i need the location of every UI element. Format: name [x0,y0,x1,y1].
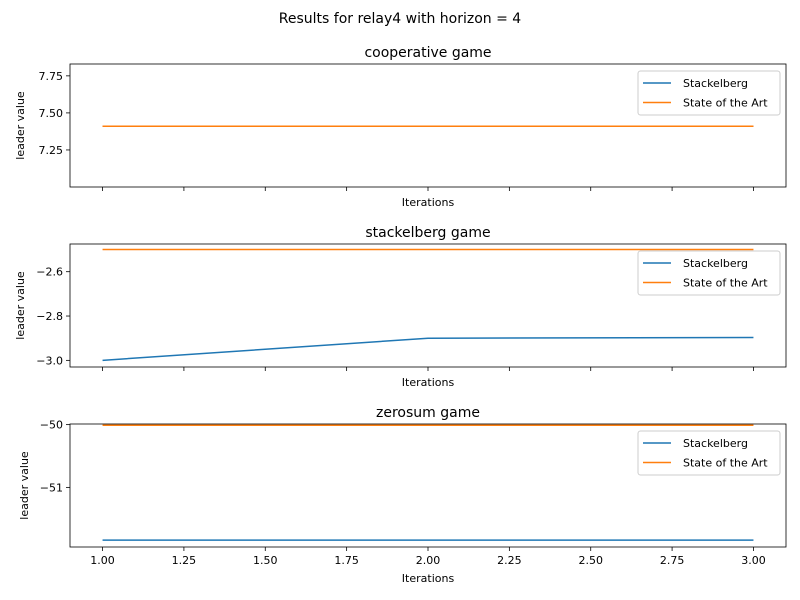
legend: Stackelberg State of the Art [637,430,781,476]
y-axis-label: leader value [14,91,27,160]
legend-label-stackelberg: Stackelberg [683,77,748,90]
x-tick-label: 3.00 [741,554,766,567]
y-axis-label: leader value [14,271,27,340]
x-tick-label: 1.25 [172,554,197,567]
legend-frame [637,250,781,296]
y-tick-label: 7.75 [39,70,64,83]
x-tick-label: 2.50 [578,554,603,567]
figure-title: Results for relay4 with horizon = 4 [279,11,522,27]
y-tick-label: 7.50 [39,107,64,120]
subplot-zerosum-game: zerosum game −51 −50 1.00 1.25 1.50 1.75 2.00 2.… [18,405,787,585]
y-tick-label: 7.25 [39,144,64,157]
x-axis-label: Iterations [402,376,455,389]
legend-frame [637,70,781,116]
subplot-title: zerosum game [376,405,480,421]
legend-label-state-of-the-art: State of the Art [683,457,768,470]
legend-label-stackelberg: Stackelberg [683,257,748,270]
legend-label-state-of-the-art: State of the Art [683,97,768,110]
y-tick-label: −2.8 [36,310,63,323]
y-tick-label: −2.6 [36,266,63,279]
x-tick-label: 1.50 [253,554,278,567]
y-tick-label: −3.0 [36,354,63,367]
x-tick-label: 2.00 [416,554,441,567]
subplot-cooperative-game: cooperative game 7.25 7.50 7.75 Iterations le… [14,45,787,209]
subplot-stackelberg-game: stackelberg game −3.0 −2.8 −2.6 Iterations le… [14,225,787,389]
legend-label-stackelberg: Stackelberg [683,437,748,450]
legend: Stackelberg State of the Art [637,70,781,116]
y-axis-label: leader value [18,451,31,520]
series-line-stackelberg [102,336,754,362]
subplot-title: cooperative game [364,45,491,61]
x-axis-label: Iterations [402,196,455,209]
x-tick-label: 2.75 [660,554,685,567]
x-tick-label: 2.25 [497,554,522,567]
plot-area-frame [69,423,787,548]
x-axis-label: Iterations [402,572,455,585]
legend-frame [637,430,781,476]
legend-label-state-of-the-art: State of the Art [683,277,768,290]
y-tick-label: −50 [40,419,63,432]
y-tick-label: −51 [40,481,63,494]
subplot-title: stackelberg game [365,225,490,241]
plot-area-frame [69,63,787,188]
plot-area-frame [69,243,787,368]
legend: Stackelberg State of the Art [637,250,781,296]
subplots: cooperative game 7.25 7.50 7.75 Iterations le… [14,45,787,585]
x-tick-label: 1.00 [90,554,115,567]
x-tick-label: 1.75 [334,554,359,567]
